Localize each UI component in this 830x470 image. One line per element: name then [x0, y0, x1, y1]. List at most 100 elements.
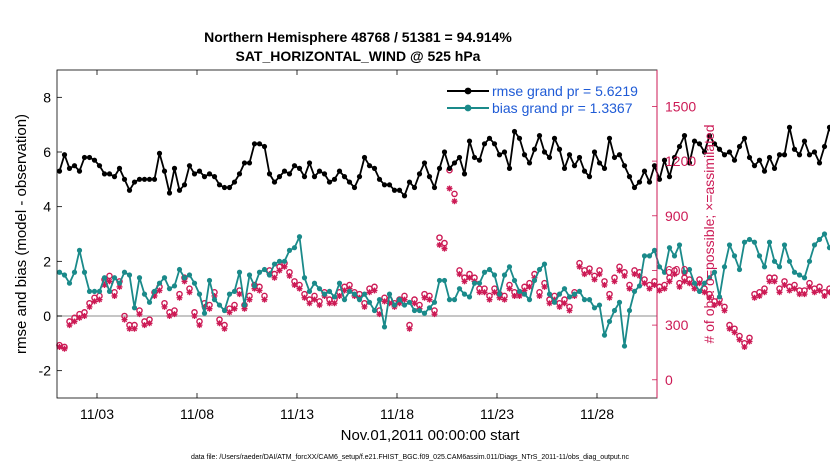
bias-point [616, 299, 623, 305]
bias-point [791, 269, 798, 275]
obs-assimilated-point [76, 314, 83, 321]
rmse-point [601, 165, 608, 171]
rmse-point [126, 187, 133, 193]
bias-point [106, 288, 113, 294]
obs-assimilated-point [786, 287, 793, 294]
obs-assimilated-point [551, 296, 558, 303]
rmse-point [331, 176, 338, 182]
obs-assimilated-point [546, 300, 553, 307]
obs-assimilated-point [126, 325, 133, 332]
obs-assimilated-point [796, 291, 803, 298]
rmse-point [621, 163, 628, 169]
obs-assimilated-point [141, 322, 148, 329]
rmse-point [786, 124, 793, 130]
rmse-point [411, 184, 418, 191]
bias-point [561, 286, 568, 292]
bias-point [86, 288, 93, 294]
rmse-point [346, 179, 353, 185]
bias-point [816, 236, 823, 243]
rmse-point [821, 143, 828, 150]
bias-point [506, 264, 513, 270]
rmse-point [706, 133, 713, 139]
rmse-point [386, 182, 393, 188]
obs-assimilated-point [251, 285, 258, 292]
rmse-point [526, 160, 533, 166]
obs-assimilated-point [506, 285, 513, 292]
obs-assimilated-point [366, 289, 373, 296]
rmse-point [606, 135, 613, 141]
obs-assimilated-point [576, 263, 583, 270]
x-tick-label: 11/08 [180, 406, 214, 422]
obs-assimilated-point [271, 274, 278, 281]
bias-point [581, 297, 588, 303]
obs-possible-point [436, 234, 443, 241]
obs-assimilated-point [581, 271, 588, 278]
rmse-point [641, 168, 648, 174]
bias-point [801, 275, 808, 281]
bias-point [301, 275, 308, 281]
rmse-point [711, 141, 718, 147]
rmse-point [746, 154, 753, 161]
obs-assimilated-point [376, 311, 383, 318]
rmse-point [791, 146, 798, 152]
footnote: data file: /Users/raeder/DAI/ATM_forcXX/… [191, 454, 630, 461]
obs-assimilated-point [736, 336, 743, 343]
obs-assimilated-point [711, 302, 718, 309]
bias-point [756, 253, 763, 259]
x-axis-label: Nov.01,2011 00:00:00 start [341, 427, 521, 444]
obs-assimilated-point [596, 271, 603, 278]
bias-point [351, 291, 358, 297]
bias-point [371, 307, 378, 314]
obs-assimilated-point [66, 322, 73, 329]
rmse-point [456, 154, 463, 161]
y-tick-label-left: 4 [43, 199, 51, 215]
bias-point [331, 294, 338, 300]
obs-assimilated-point [601, 282, 608, 289]
bias-point [536, 266, 543, 273]
rmse-point [541, 149, 548, 155]
rmse-point [156, 150, 163, 156]
series-line-group [56, 124, 830, 349]
rmse-point [716, 146, 723, 152]
obs-assimilated-point [316, 302, 323, 309]
obs-assimilated-point [401, 296, 408, 303]
rmse-point [686, 160, 693, 166]
obs-assimilated-point [331, 300, 338, 307]
bias-point [486, 266, 493, 273]
rmse-point [151, 176, 158, 182]
obs-assimilated-point [746, 338, 753, 345]
rmse-point [391, 187, 398, 193]
rmse-point [181, 182, 188, 188]
rmse-point [271, 179, 278, 185]
bias-point [271, 261, 278, 267]
x-tick-label: 11/23 [480, 406, 514, 422]
bias-point [501, 272, 508, 278]
rmse-point [511, 128, 518, 135]
rmse-point [176, 187, 183, 193]
y-tick-label-left: 6 [43, 144, 51, 160]
axis-ticks-group: 11/03 11/08 11/13 11/18 11/23 11/28 -2 0 2 4 6 8 0 30… [39, 70, 696, 422]
rmse-point [591, 149, 598, 155]
rmse-point [311, 174, 318, 180]
x-tick-label: 11/18 [380, 406, 414, 422]
x-tick-label: 11/03 [80, 406, 114, 422]
y-axis-label-left: rmse and bias (model - observation) [13, 114, 30, 354]
bias-point [136, 275, 143, 281]
rmse-point [166, 190, 173, 196]
rmse-point [816, 160, 823, 166]
rmse-point [136, 176, 143, 182]
rmse-point [576, 154, 583, 161]
bias-point [256, 269, 263, 275]
obs-assimilated-point [636, 272, 643, 279]
obs-assimilated-point [91, 298, 98, 305]
obs-assimilated-point [791, 285, 798, 292]
obs-assimilated-point [456, 271, 463, 278]
legend: rmse grand pr = 5.6219 bias grand pr = 1… [447, 83, 638, 116]
rmse-point [781, 152, 788, 158]
rmse-point [636, 179, 643, 185]
bias-point [286, 247, 293, 253]
rmse-point [56, 168, 63, 174]
y-tick-label-left: 0 [43, 308, 51, 324]
bias-point [576, 288, 583, 294]
bias-point [636, 283, 643, 289]
